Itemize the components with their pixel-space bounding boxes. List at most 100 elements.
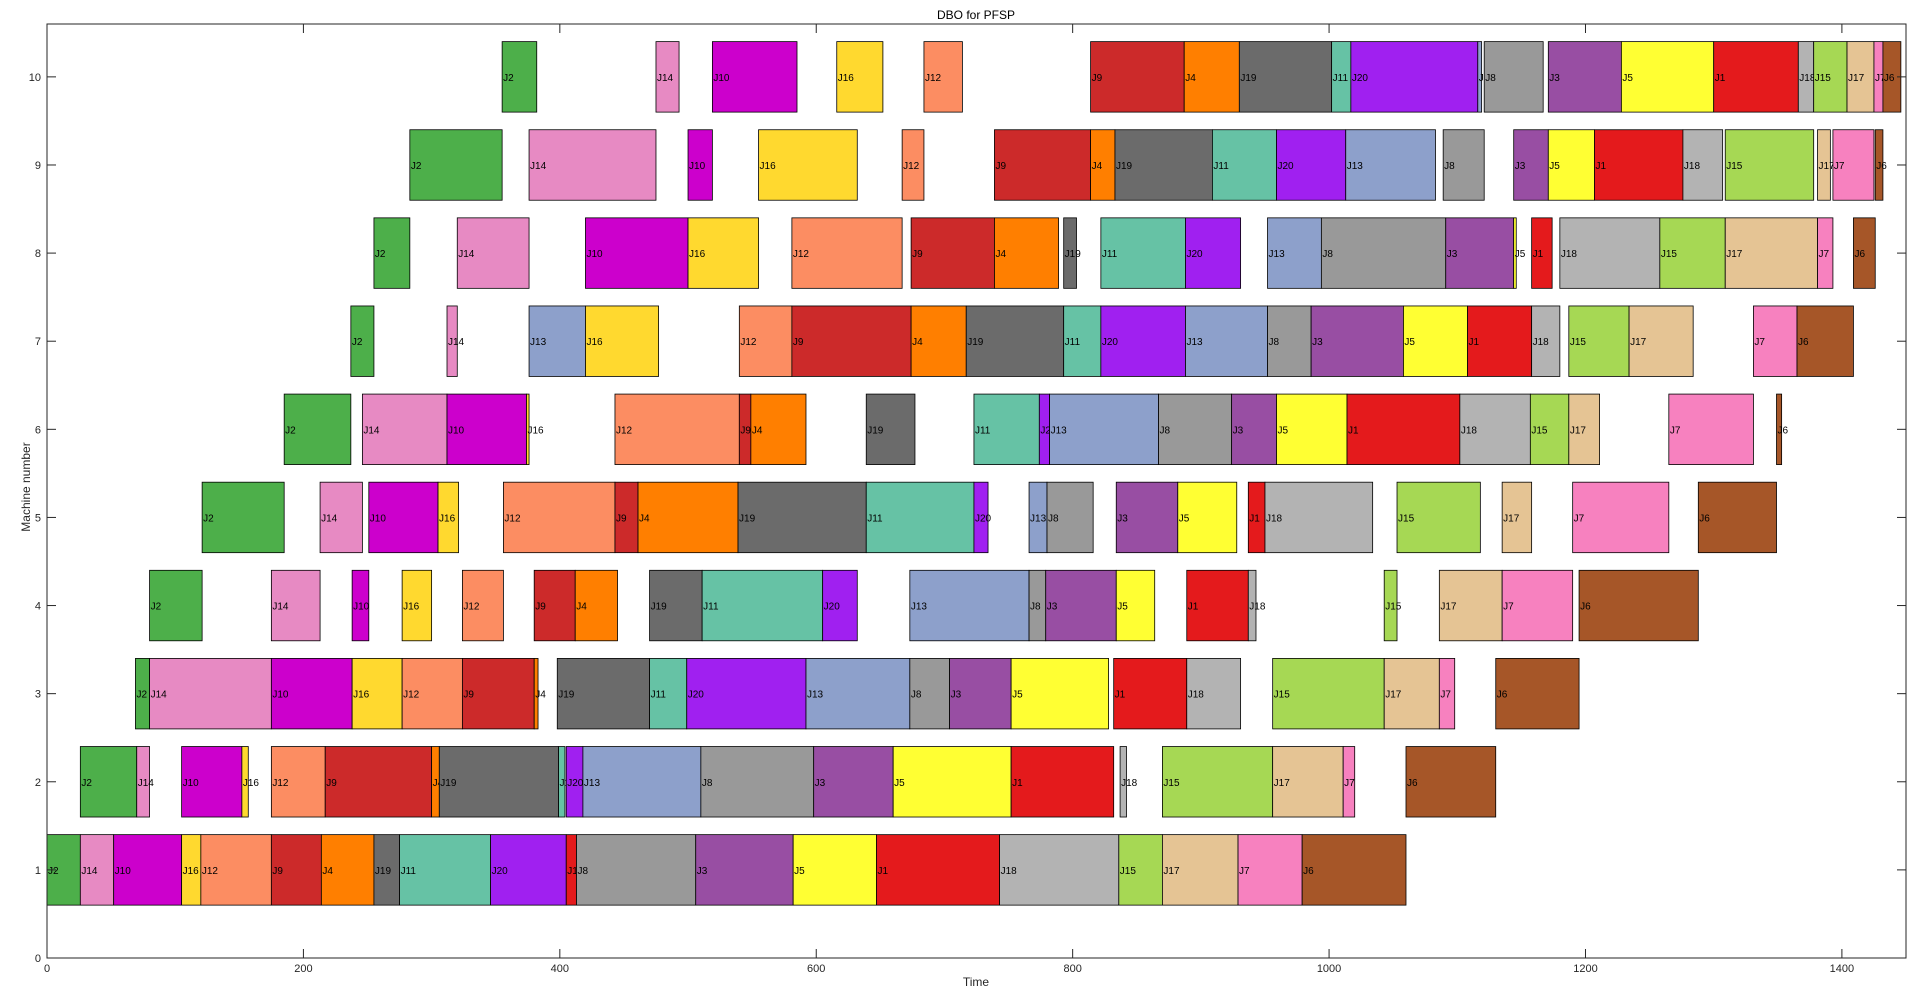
operation-bar [1874,129,1884,201]
operation-bar [351,569,370,642]
operation-bar [1231,393,1277,465]
operation-label: J20 [567,778,584,789]
operation-bar [1162,834,1239,906]
operation-bar [1100,305,1186,377]
operation-bar [999,834,1120,906]
operation-label: J19 [375,866,392,877]
operation-label: J19 [1116,161,1133,172]
operation-label: J2 [136,690,147,701]
operation-label: J11 [1065,337,1081,348]
operation-label: J13 [807,690,824,701]
operation-bar [1276,393,1348,465]
operation-bar [1477,41,1483,113]
operation-label: J3 [1549,73,1560,84]
operation-label: J20 [975,513,992,524]
operation-label: J18 [1461,425,1478,436]
y-tick-label: 3 [35,689,41,701]
x-tick-label: 1000 [1317,963,1341,975]
operation-label: J19 [558,690,575,701]
operation-label: J2 [151,602,162,613]
operation-bar [437,481,459,554]
operation-label: J16 [586,337,603,348]
operation-bar [1817,217,1834,289]
operation-label: J15 [1163,778,1180,789]
operation-label: J4 [1092,161,1103,172]
operation-label: J3 [1447,249,1458,260]
operation-bar [1531,305,1561,377]
operation-bar [1846,41,1875,113]
operation-bar [1063,305,1102,377]
operation-label: J5 [1012,690,1023,701]
operation-label: J14 [138,778,155,789]
operation-bar [526,393,530,465]
operation-bar [1185,305,1268,377]
operation-label: J18 [1561,249,1578,260]
operation-label: J3 [697,866,708,877]
operation-bar [1547,41,1622,113]
operation-label: J15 [1531,425,1548,436]
operation-label: J5 [1404,337,1415,348]
operation-bar [1501,569,1574,642]
operation-label: J14 [363,425,380,436]
operation-bar [1186,658,1242,730]
operation-label: J12 [463,602,480,613]
operation-bar [923,41,963,113]
operation-label: J3 [1047,602,1058,613]
operation-bar [528,129,657,201]
operation-bar [1628,305,1694,377]
operation-bar [1813,41,1848,113]
operation-label: J6 [1876,161,1887,172]
operation-bar [533,569,576,642]
operation-label: J3 [951,690,962,701]
operation-label: J1 [1188,602,1199,613]
operation-label: J19 [440,778,457,789]
operation-bar [813,746,894,818]
operation-label: J18 [1249,602,1266,613]
y-tick-label: 8 [35,248,41,260]
operation-bar [270,569,321,642]
operation-bar [1568,393,1600,465]
operation-label: J6 [1407,778,1418,789]
operation-label: J13 [1051,425,1068,436]
operation-label: J8 [1322,249,1333,260]
operation-label: J6 [1778,425,1789,436]
operation-bar [501,41,538,113]
operation-label: J9 [616,513,627,524]
x-tick-label: 200 [294,963,312,975]
operation-label: J20 [1102,337,1119,348]
operation-label: J4 [752,425,763,436]
y-tick-label: 2 [35,777,41,789]
operation-bar [865,393,916,465]
chart-title: DBO for PFSP [937,8,1015,22]
operation-bar [503,481,616,554]
operation-label: J11 [401,866,417,877]
x-tick-label: 800 [1063,963,1081,975]
operation-label: J2 [81,778,92,789]
operation-label: J10 [689,161,706,172]
operation-bar [1162,746,1274,818]
operation-label: J6 [1497,690,1508,701]
operation-bar [1247,569,1257,642]
operation-bar [1276,129,1347,201]
operation-label: J15 [1274,690,1291,701]
operation-bar [1405,746,1497,818]
operation-label: J9 [1092,73,1103,84]
operation-bar [1350,41,1479,113]
operation-bar [1572,481,1670,554]
operation-bar [700,746,815,818]
operation-bar [136,746,150,818]
operation-label: J10 [272,690,289,701]
operation-bar [1682,129,1724,201]
operation-bar [1697,481,1777,554]
operation-label: J9 [463,690,474,701]
operation-label: J8 [1485,73,1496,84]
operation-bar [1529,393,1570,465]
operation-label: J2 [48,866,59,877]
operation-bar [1383,658,1440,730]
operation-bar [1320,217,1447,289]
operation-label: J5 [1278,425,1289,436]
operation-label: J7 [1834,161,1845,172]
operation-bar [1301,834,1407,906]
operation-label: J7 [1503,602,1514,613]
operation-bar [1264,481,1374,554]
